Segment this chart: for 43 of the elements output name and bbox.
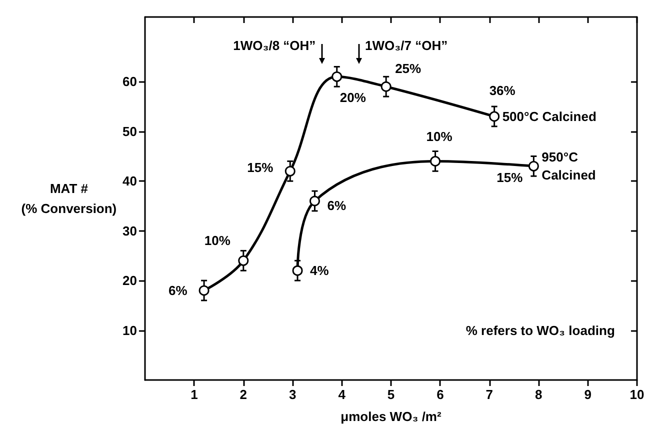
x-tick-label: 7 (486, 387, 494, 402)
annotation: 10% (426, 128, 452, 144)
annotation: 1WO₃/7 “OH” (365, 38, 448, 54)
x-tick-label: 8 (534, 387, 542, 402)
point (292, 265, 303, 276)
series-label: 950°C Calcined (542, 150, 596, 183)
annotation: 6% (327, 198, 346, 214)
y-axis-title: MAT # (% Conversion) (21, 181, 117, 216)
point (380, 81, 392, 92)
annotation: 4% (310, 263, 329, 278)
x-tick-label: 4 (338, 387, 346, 402)
point (198, 285, 210, 296)
x-tick-label: 1 (190, 387, 198, 402)
y-tick-label: 10 (122, 322, 137, 338)
annotation: 1WO₃/8 “OH” (233, 38, 316, 54)
annotation: 6% (168, 282, 188, 298)
x-tick-label: 9 (584, 387, 592, 402)
annotation: 25% (395, 61, 422, 76)
x-tick-label: 3 (288, 387, 296, 402)
y-tick-label: 40 (122, 174, 137, 189)
x-tick-label: 6 (436, 387, 444, 402)
point (238, 255, 249, 266)
annotation: 36% (489, 82, 516, 98)
annotation: 15% (247, 160, 274, 175)
point (332, 71, 342, 82)
x-axis-title: μmoles WO₃ /m² (340, 409, 442, 424)
point (489, 111, 500, 122)
point (528, 160, 539, 172)
x-tick-label: 10 (630, 387, 644, 402)
annotation: % refers to WO₃ loading (466, 323, 615, 338)
annotation: 15% (496, 170, 523, 185)
x-tick-label: 2 (240, 387, 248, 402)
annotation: 10% (204, 233, 230, 248)
y-tick-label: 50 (122, 124, 137, 139)
y-tick-label: 30 (122, 223, 137, 238)
point (284, 166, 296, 176)
series-label: 500°C Calcined (502, 108, 596, 124)
y-tick-label: 20 (122, 273, 137, 288)
point (430, 156, 441, 166)
point (310, 196, 320, 206)
y-tick-label: 60 (122, 74, 137, 90)
x-tick-label: 5 (387, 387, 395, 402)
annotation: 20% (340, 90, 366, 106)
